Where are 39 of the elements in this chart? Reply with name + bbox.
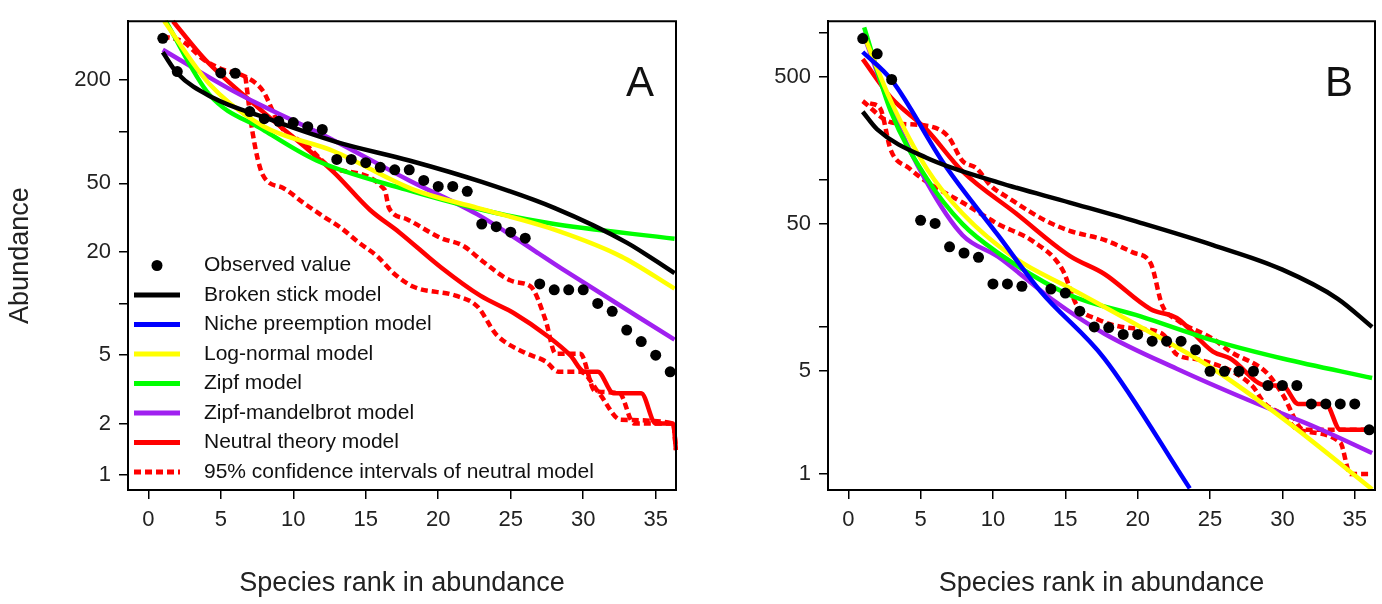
y-tick-label: 1	[98, 461, 111, 487]
legend-label: Zipf-mandelbrot model	[204, 399, 415, 423]
x-tick-label: 5	[214, 506, 227, 532]
legend-label: Log-normal model	[204, 340, 374, 364]
x-tick-label: 15	[353, 506, 378, 532]
x-tick-label: 35	[1342, 506, 1367, 532]
x-tick-label: 30	[570, 506, 596, 532]
x-tick-label: 0	[142, 506, 155, 532]
y-tick-label: 5	[98, 341, 111, 367]
y-tick-label: 5	[798, 357, 811, 383]
x-tick-label: 10	[980, 506, 1006, 532]
legend-label: Niche preemption model	[204, 311, 432, 335]
y-tick-label: 1	[798, 460, 811, 486]
legend-label: Observed value	[204, 252, 352, 276]
x-tick-label: 0	[842, 506, 855, 532]
y-tick-label: 2	[98, 409, 111, 435]
x-tick-label: 10	[281, 506, 306, 532]
x-tick-label: 5	[914, 506, 927, 532]
y-tick-label: 20	[86, 237, 111, 263]
legend-label: 95% confidence intervals of neutral model	[204, 458, 594, 482]
y-axis-title: Abundance	[3, 187, 34, 324]
x-tick-label: 25	[1197, 506, 1223, 532]
y-tick-label: 500	[774, 62, 811, 88]
annotation: B	[1324, 57, 1353, 105]
x-tick-label: 30	[1270, 506, 1295, 532]
x-tick-label: 15	[1053, 506, 1078, 532]
x-tick-label: 35	[643, 506, 668, 532]
x-axis-title: Species rank in abundance	[239, 567, 565, 598]
y-tick-label: 50	[786, 210, 811, 236]
x-tick-label: 25	[498, 506, 523, 532]
y-tick-label: 200	[74, 66, 111, 92]
legend-label: Broken stick model	[204, 281, 382, 305]
x-tick-label: 20	[426, 506, 451, 532]
y-tick-label: 50	[86, 169, 111, 195]
x-axis-title: Species rank in abundance	[938, 567, 1265, 598]
annotation: A	[625, 57, 654, 105]
x-tick-label: 20	[1125, 506, 1150, 532]
legend-label: Neutral theory model	[204, 429, 399, 453]
legend-label: Zipf model	[204, 370, 303, 394]
